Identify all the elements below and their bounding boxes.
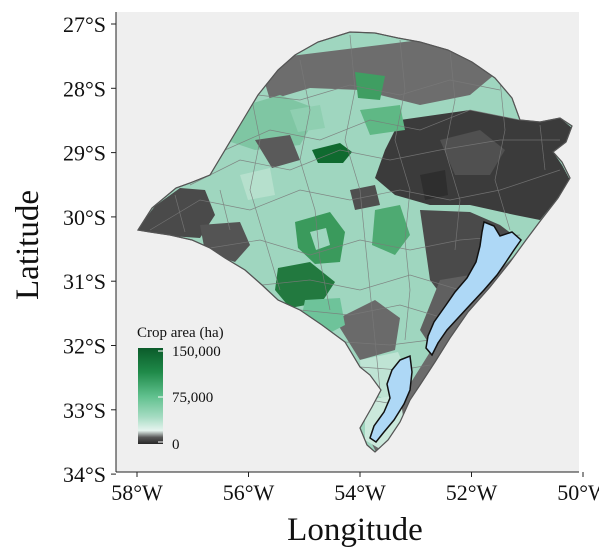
region-patch-4: [240, 168, 275, 200]
region-patch-6: [290, 105, 325, 132]
lagoon-patos: [425, 220, 522, 357]
legend-colorbar: [138, 348, 163, 444]
x-tick-label: 58°W: [111, 480, 163, 505]
x-tick-label: 50°W: [557, 480, 599, 505]
state-outline: [137, 31, 573, 453]
region-patch-1: [255, 135, 300, 168]
region-central-green-inner: [310, 228, 330, 250]
region-west-dark: [138, 188, 215, 238]
y-axis-title: Latitude: [10, 190, 46, 300]
y-tick-label: 34°S: [63, 462, 106, 487]
x-axis-ticks: 58°W 56°W 54°W 52°W 50°W: [111, 472, 599, 505]
legend: Crop area (ha) 150,000 75,000 0: [137, 325, 224, 453]
y-tick-label: 31°S: [63, 269, 106, 294]
municipality-boundaries: [149, 34, 561, 406]
region-east-green: [372, 205, 410, 255]
region-patch-3: [350, 185, 380, 210]
region-serra-mid: [440, 130, 505, 175]
y-tick-label: 29°S: [63, 141, 106, 166]
lagoon-mirim: [369, 354, 413, 444]
x-tick-label: 52°W: [446, 480, 498, 505]
legend-title: Crop area (ha): [137, 325, 224, 341]
y-tick-label: 33°S: [63, 398, 106, 423]
legend-label-high: 150,000: [172, 344, 221, 360]
y-tick-label: 27°S: [63, 12, 106, 37]
region-southwest-darkgreen: [275, 262, 335, 308]
region-north-dark: [258, 40, 500, 105]
y-axis-ticks: 27°S 28°S 29°S 30°S 31°S 32°S 33°S 34°S: [63, 12, 116, 487]
y-tick-label: 32°S: [63, 334, 106, 359]
y-tick-label: 30°S: [63, 205, 106, 230]
region-patch-5: [360, 105, 405, 135]
legend-label-mid: 75,000: [172, 390, 213, 406]
x-tick-label: 54°W: [334, 480, 386, 505]
y-tick-label: 28°S: [63, 76, 106, 101]
region-patch-2: [420, 170, 448, 200]
region-north-green: [355, 72, 385, 100]
x-axis-title: Longitude: [287, 512, 423, 548]
legend-label-low: 0: [172, 437, 180, 453]
x-tick-label: 56°W: [223, 480, 275, 505]
